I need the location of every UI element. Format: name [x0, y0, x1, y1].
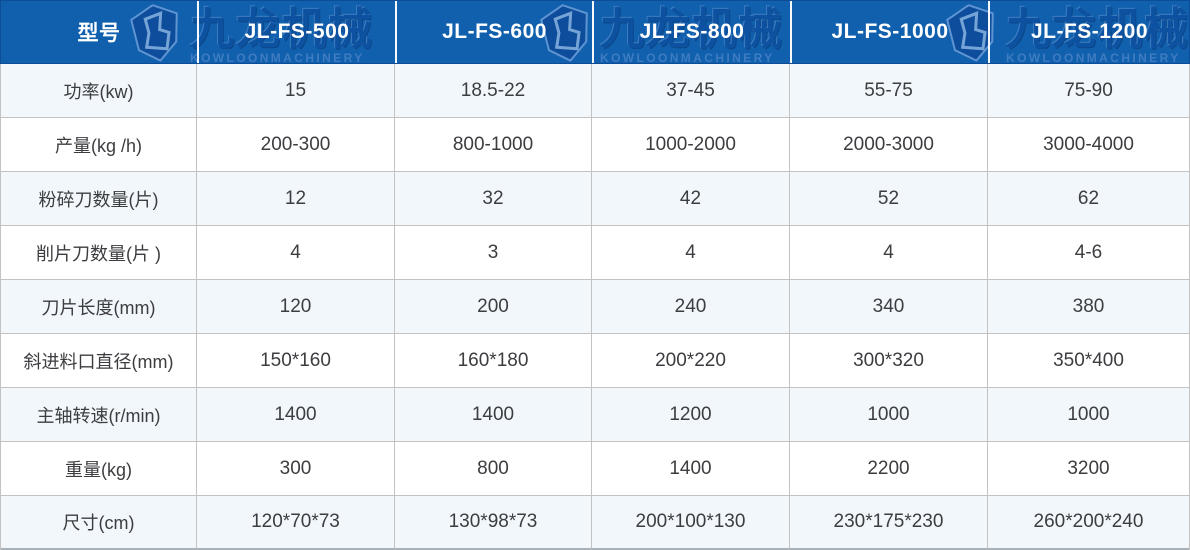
spec-value-cell: 160*180 — [395, 334, 592, 388]
brand-name-cn: 九龙机械 — [190, 5, 374, 54]
header-cell-jl-fs-600: JL-FS-600 — [395, 1, 592, 63]
header-cell-jl-fs-800: JL-FS-800 — [592, 1, 790, 63]
brand-logo-icon — [130, 4, 178, 62]
table-row: 重量(kg) 300 800 1400 2200 3200 — [1, 442, 1189, 496]
row-label: 功率(kw) — [1, 64, 197, 118]
header-cell-jl-fs-1200: JL-FS-1200 — [988, 1, 1189, 63]
spec-value-cell: 4 — [197, 226, 395, 280]
spec-value-cell: 37-45 — [592, 64, 790, 118]
brand-name-cn: 九龙机械 — [600, 5, 784, 54]
spec-value-cell: 340 — [790, 280, 988, 334]
spec-value-cell: 1400 — [592, 442, 790, 496]
row-label: 削片刀数量(片 ) — [1, 226, 197, 280]
spec-value-cell: 42 — [592, 172, 790, 226]
spec-value-cell: 1200 — [592, 388, 790, 442]
spec-value-cell: 18.5-22 — [395, 64, 592, 118]
spec-value-cell: 200-300 — [197, 118, 395, 172]
brand-watermark-text: 九龙机械 KOWLOONMACHINERY — [190, 1, 374, 64]
spec-value-cell: 2200 — [790, 442, 988, 496]
row-label: 粉碎刀数量(片) — [1, 172, 197, 226]
spec-value-cell: 4-6 — [988, 226, 1189, 280]
spec-value-cell: 150*160 — [197, 334, 395, 388]
spec-value-cell: 2000-3000 — [790, 118, 988, 172]
brand-name-en: KOWLOONMACHINERY — [190, 51, 365, 64]
table-row: 产量(kg /h) 200-300 800-1000 1000-2000 2000-30… — [1, 118, 1189, 172]
brand-watermark-text: 九龙机械 KOWLOONMACHINERY — [1006, 1, 1190, 64]
table-row: 主轴转速(r/min) 1400 1400 1200 1000 1000 — [1, 388, 1189, 442]
spec-value-cell: 230*175*230 — [790, 496, 988, 550]
spec-value-cell: 62 — [988, 172, 1189, 226]
spec-value-cell: 55-75 — [790, 64, 988, 118]
spec-value-cell: 200 — [395, 280, 592, 334]
spec-value-cell: 4 — [592, 226, 790, 280]
row-label: 刀片长度(mm) — [1, 280, 197, 334]
header-cell-model-label: 型号 — [77, 22, 121, 45]
spec-value-cell: 52 — [790, 172, 988, 226]
spec-value-cell: 1400 — [395, 388, 592, 442]
table-body: 功率(kw) 15 18.5-22 37-45 55-75 75-90 产量(kg /h) 2… — [0, 64, 1190, 550]
spec-value-cell: 1000 — [790, 388, 988, 442]
spec-value-cell: 350*400 — [988, 334, 1189, 388]
table-header-row: 九龙机械 KOWLOONMACHINERY 九龙机械 KOWLOONMACHIN… — [0, 0, 1190, 64]
spec-value-cell: 15 — [197, 64, 395, 118]
spec-value-cell: 3200 — [988, 442, 1189, 496]
spec-value-cell: 32 — [395, 172, 592, 226]
spec-value-cell: 200*100*130 — [592, 496, 790, 550]
spec-value-cell: 4 — [790, 226, 988, 280]
spec-value-cell: 1400 — [197, 388, 395, 442]
spec-value-cell: 300 — [197, 442, 395, 496]
spec-value-cell: 200*220 — [592, 334, 790, 388]
spec-value-cell: 800-1000 — [395, 118, 592, 172]
spec-value-cell: 300*320 — [790, 334, 988, 388]
spec-value-cell: 1000-2000 — [592, 118, 790, 172]
spec-value-cell: 380 — [988, 280, 1189, 334]
spec-value-cell: 240 — [592, 280, 790, 334]
row-label: 重量(kg) — [1, 442, 197, 496]
table-row: 功率(kw) 15 18.5-22 37-45 55-75 75-90 — [1, 64, 1189, 118]
spec-value-cell: 800 — [395, 442, 592, 496]
spec-value-cell: 12 — [197, 172, 395, 226]
table-row: 刀片长度(mm) 120 200 240 340 380 — [1, 280, 1189, 334]
header-cell-jl-fs-500: JL-FS-500 — [197, 1, 395, 63]
spec-value-cell: 120*70*73 — [197, 496, 395, 550]
spec-value-cell: 260*200*240 — [988, 496, 1189, 550]
table-row: 尺寸(cm) 120*70*73 130*98*73 200*100*130 230*1… — [1, 496, 1189, 550]
brand-watermark-text: 九龙机械 KOWLOONMACHINERY — [600, 1, 784, 64]
header-cell-jl-fs-1000: JL-FS-1000 — [790, 1, 988, 63]
table-row: 斜进料口直径(mm) 150*160 160*180 200*220 300*320 35… — [1, 334, 1189, 388]
spec-value-cell: 75-90 — [988, 64, 1189, 118]
row-label: 斜进料口直径(mm) — [1, 334, 197, 388]
row-label: 产量(kg /h) — [1, 118, 197, 172]
brand-logo-icon — [540, 4, 588, 62]
table-row: 削片刀数量(片 ) 4 3 4 4 4-6 — [1, 226, 1189, 280]
brand-watermark: 九龙机械 KOWLOONMACHINERY — [129, 1, 374, 64]
brand-watermark: 九龙机械 KOWLOONMACHINERY — [945, 1, 1190, 64]
brand-watermark: 九龙机械 KOWLOONMACHINERY — [539, 1, 784, 64]
row-label: 主轴转速(r/min) — [1, 388, 197, 442]
spec-value-cell: 130*98*73 — [395, 496, 592, 550]
spec-value-cell: 3 — [395, 226, 592, 280]
spec-value-cell: 120 — [197, 280, 395, 334]
row-label: 尺寸(cm) — [1, 496, 197, 550]
brand-name-en: KOWLOONMACHINERY — [600, 51, 775, 64]
brand-name-cn: 九龙机械 — [1006, 5, 1190, 54]
brand-name-en: KOWLOONMACHINERY — [1006, 51, 1181, 64]
brand-logo-icon — [946, 4, 994, 62]
table-row: 粉碎刀数量(片) 12 32 42 52 62 — [1, 172, 1189, 226]
spec-value-cell: 3000-4000 — [988, 118, 1189, 172]
spec-value-cell: 1000 — [988, 388, 1189, 442]
